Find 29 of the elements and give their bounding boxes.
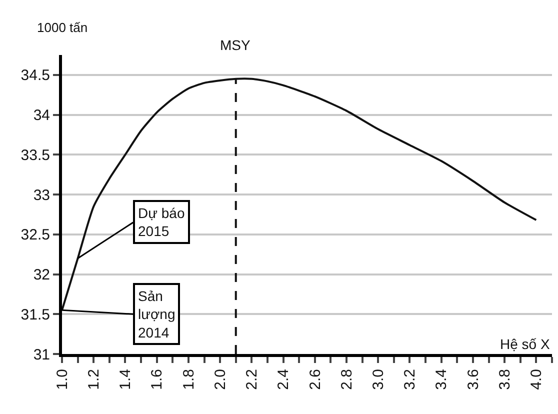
x-tick-label: 2.0 (212, 369, 229, 390)
x-tick-label: 3.2 (402, 369, 419, 390)
x-tick-label: 2.8 (338, 369, 356, 390)
x-tick-label: 1.8 (180, 369, 198, 390)
y-tick-label: 34 (33, 107, 50, 124)
y-tick-label: 31 (33, 346, 50, 364)
x-tick-label: 3.4 (433, 369, 450, 390)
y-axis-title: 1000 tấn (37, 20, 88, 35)
y-tick-label: 32.5 (20, 226, 50, 244)
y-tick-label: 31.5 (20, 306, 50, 324)
annotation: Dự báo 2015 (138, 205, 185, 240)
x-tick-label: 1.4 (117, 369, 134, 390)
y-tick-label: 32 (33, 266, 50, 284)
ref-line-label: MSY (220, 37, 251, 53)
x-tick-label: 4.0 (528, 369, 546, 390)
x-tick-label: 1.0 (54, 369, 71, 390)
x-tick-label: 1.2 (85, 369, 102, 390)
x-tick-label: 3.6 (464, 369, 482, 390)
x-tick-label: 2.2 (244, 369, 261, 390)
x-tick-label: 3.8 (496, 369, 514, 390)
y-tick-label: 34.5 (20, 67, 50, 84)
x-tick-label: 3.0 (370, 369, 388, 390)
x-tick-label: 1.6 (148, 369, 166, 390)
y-tick-label: 33 (33, 186, 50, 204)
x-tick-label: 2.6 (306, 369, 324, 390)
x-tick-label: 2.4 (275, 369, 292, 390)
x-axis-title: Hệ số X (500, 336, 550, 352)
annotation: Sản lượng 2014 (138, 288, 176, 340)
y-tick-label: 33.5 (20, 146, 50, 164)
